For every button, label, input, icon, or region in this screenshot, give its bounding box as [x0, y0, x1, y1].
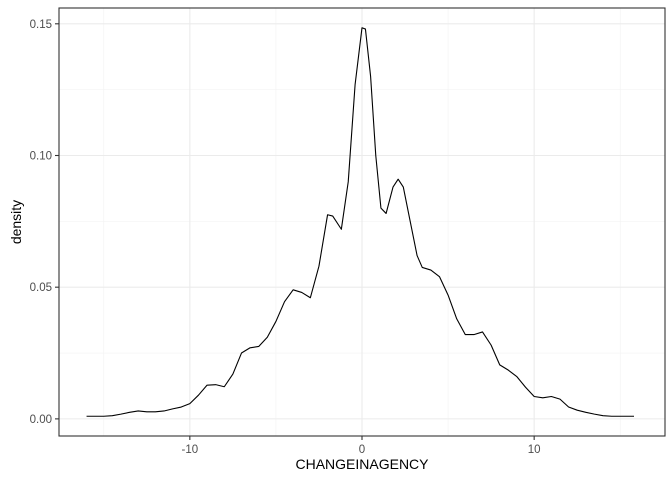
y-tick-label: 0.15 — [30, 19, 52, 31]
y-axis-title: density — [8, 200, 24, 244]
x-tick-label: 0 — [359, 444, 365, 456]
y-tick-label: 0.00 — [30, 414, 52, 426]
y-tick-label: 0.10 — [30, 150, 52, 162]
density-series — [86, 27, 635, 417]
y-tick-label: 0.05 — [30, 282, 52, 294]
grid-lines — [59, 8, 665, 436]
x-axis-title: CHANGEINAGENCY — [295, 456, 429, 472]
axis-ticks: -10 0 10 0.00 0.05 0.10 0.15 — [30, 19, 541, 456]
x-tick-label: 10 — [528, 444, 541, 456]
density-line — [86, 27, 635, 417]
x-tick-label: -10 — [182, 444, 199, 456]
